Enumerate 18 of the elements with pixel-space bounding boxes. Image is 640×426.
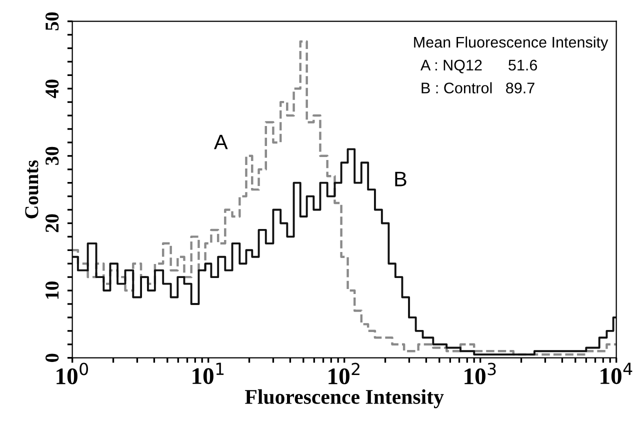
x-tick-label: 10$^{2}$ bbox=[328, 362, 360, 384]
series-label: A bbox=[214, 134, 228, 150]
y-tick-label: 30 bbox=[46, 146, 59, 165]
y-tick-label: 50 bbox=[46, 12, 59, 30]
x-tick-label: 10$^{0}$ bbox=[56, 362, 88, 384]
x-tick-label: 10$^{4}$ bbox=[600, 362, 632, 384]
x-tick-label: 10$^{3}$ bbox=[464, 362, 496, 384]
annotation: A : NQ12 51.6 bbox=[420, 60, 538, 74]
y-tick-label: 40 bbox=[46, 80, 59, 98]
series-label: B bbox=[395, 172, 406, 186]
x-axis-title: Fluorescence Intensity bbox=[245, 389, 444, 408]
y-axis-title: Counts bbox=[25, 160, 38, 218]
x-tick-label: 10$^{1}$ bbox=[192, 362, 224, 384]
y-tick-label: 20 bbox=[46, 214, 59, 232]
y-tick-label: 10 bbox=[46, 282, 59, 299]
y-tick-label: 0 bbox=[46, 354, 59, 362]
annotation: Mean Fluorescence Intensity bbox=[414, 36, 608, 51]
annotation: B : Control 89.7 bbox=[422, 82, 534, 94]
